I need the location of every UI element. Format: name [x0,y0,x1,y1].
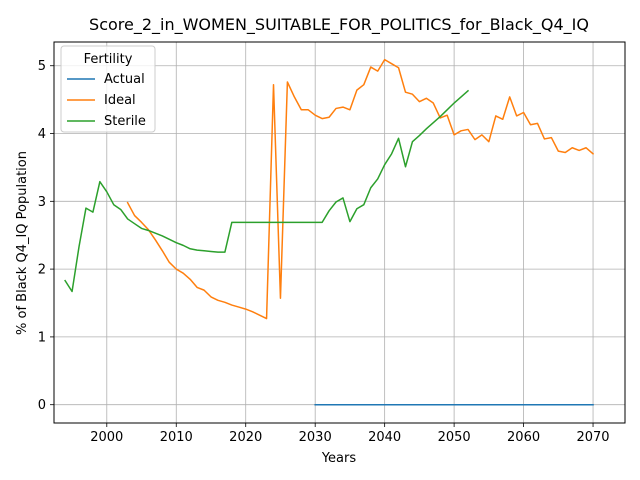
x-tick-label: 2070 [576,430,609,445]
x-tick-label: 2060 [507,430,540,445]
x-tick-label: 2020 [229,430,262,445]
series-lines [64,58,595,406]
legend-label-sterile: Sterile [104,114,146,129]
y-tick-label: 3 [38,195,46,210]
x-tick-label: 2030 [299,430,332,445]
legend-label-actual: Actual [104,72,145,87]
y-axis-label: % of Black Q4_IQ Population [15,151,30,335]
y-tick-label: 1 [38,330,46,345]
x-axis: 2000 2010 2020 2030 2040 2050 2060 2070 [90,423,610,445]
legend-title: Fertility [84,52,133,67]
x-tick-label: 2010 [160,430,193,445]
legend: Fertility Actual Ideal Sterile [60,45,156,133]
y-tick-label: 5 [38,59,46,74]
y-tick-label: 2 [38,263,46,278]
legend-box [60,45,156,133]
grid [54,42,625,423]
legend-label-ideal: Ideal [104,93,136,108]
x-tick-label: 2040 [368,430,401,445]
y-tick-label: 4 [38,127,46,142]
chart-title: Score_2_in_WOMEN_SUITABLE_FOR_POLITICS_f… [89,15,589,35]
x-axis-label: Years [321,451,357,466]
plot-frame [53,41,626,424]
x-tick-label: 2050 [438,430,471,445]
y-tick-label: 0 [38,398,46,413]
series-line-ideal [126,58,595,320]
y-axis: 0 1 2 3 4 5 [38,59,54,413]
x-tick-label: 2000 [90,430,123,445]
series-line-sterile [64,89,470,293]
